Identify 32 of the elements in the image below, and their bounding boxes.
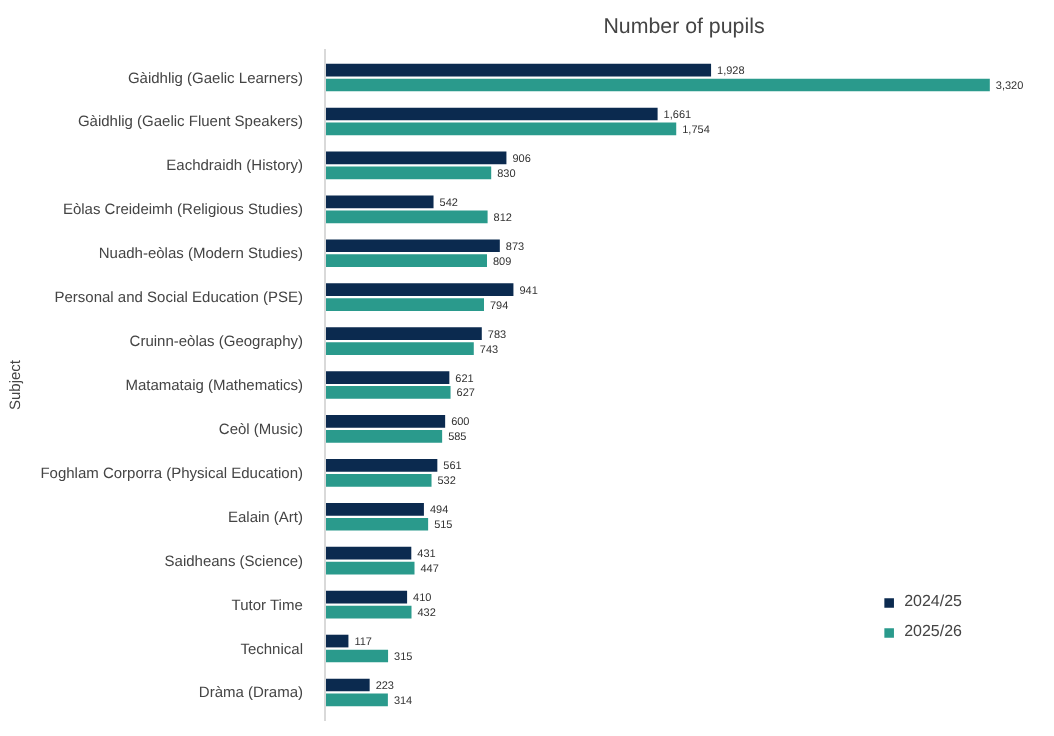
bar	[325, 122, 677, 136]
bar	[325, 473, 432, 487]
bar	[325, 78, 990, 92]
legend-label: 2024/25	[904, 592, 962, 610]
bar	[325, 327, 482, 340]
bar	[325, 502, 424, 516]
bar	[325, 166, 492, 180]
bar	[325, 298, 484, 311]
bar	[325, 459, 438, 472]
bar	[325, 371, 450, 384]
bar	[325, 605, 412, 619]
chart-title: Number of pupils	[603, 15, 765, 39]
bar	[325, 63, 712, 77]
bar	[325, 430, 443, 443]
bar	[325, 561, 415, 575]
bar	[325, 151, 507, 165]
bar	[325, 239, 500, 253]
bar	[325, 590, 408, 604]
bar	[325, 678, 370, 692]
bar	[325, 254, 487, 268]
legend-label: 2025/26	[904, 622, 962, 640]
bar	[325, 195, 434, 209]
bar	[325, 415, 446, 428]
bar	[325, 693, 388, 707]
bar	[325, 386, 451, 399]
bar	[325, 210, 488, 224]
bar	[325, 649, 389, 663]
bar	[325, 283, 514, 297]
bar	[325, 107, 658, 121]
bar	[325, 342, 474, 355]
bar	[325, 517, 429, 531]
bar	[325, 546, 412, 560]
